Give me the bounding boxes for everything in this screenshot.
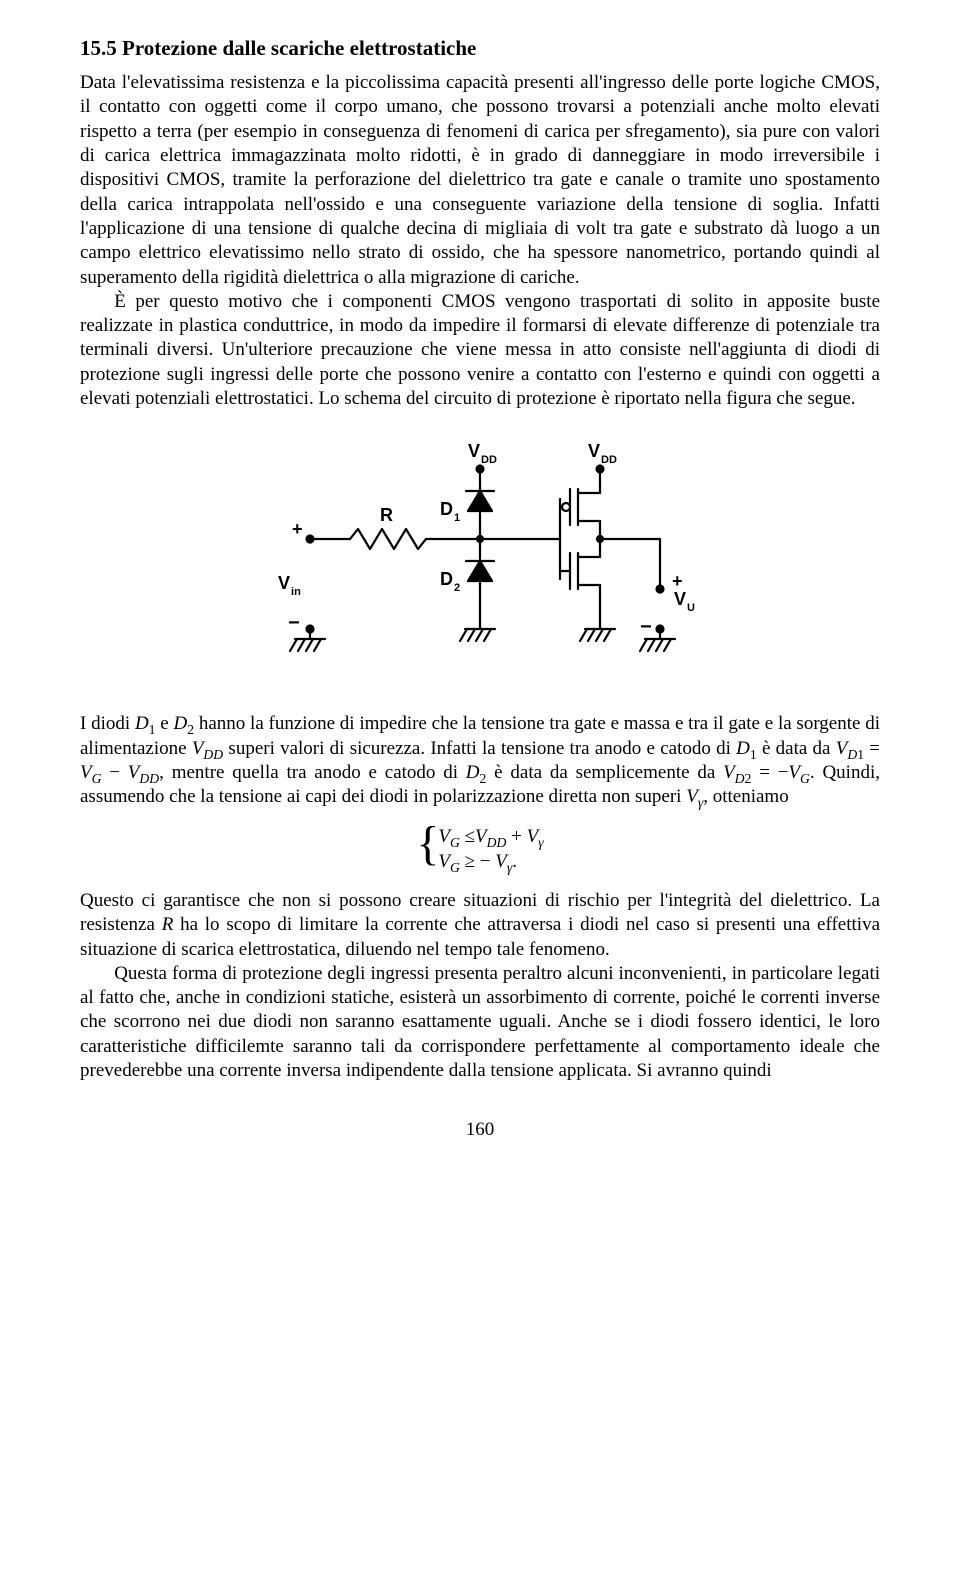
label-r: R <box>380 505 393 525</box>
label-vin: Vin <box>278 573 301 598</box>
label-vdd-left: VDD <box>468 441 497 466</box>
paragraph-3: I diodi D1 e D2 hanno la funzione di imp… <box>80 712 880 809</box>
paragraph-1: Data l'elevatissima resistenza e la picc… <box>80 71 880 290</box>
equation-line-2: VG ≥ − Vγ. <box>438 849 543 875</box>
label-vin-plus: + <box>292 519 303 539</box>
paragraph-5: Questa forma di protezione degli ingress… <box>80 962 880 1084</box>
label-d2: D2 <box>440 569 460 594</box>
label-vdd-right: VDD <box>588 441 617 466</box>
paragraph-4: Questo ci garantisce che non si possono … <box>80 889 880 962</box>
page-number: 160 <box>80 1119 880 1141</box>
equation-system: { VG ≤VDD + Vγ VG ≥ − Vγ. <box>80 824 880 875</box>
label-d1: D1 <box>440 499 460 524</box>
equation-line-1: VG ≤VDD + Vγ <box>438 824 543 850</box>
label-vu-minus: − <box>640 616 652 638</box>
label-vin-minus: − <box>288 612 300 634</box>
protection-circuit-figure: VDD VDD R D1 D2 Vin + − VU + − <box>80 429 880 694</box>
label-vu-plus: + <box>672 571 683 591</box>
section-heading: 15.5 Protezione dalle scariche elettrost… <box>80 36 880 61</box>
paragraph-2: È per questo motivo che i componenti CMO… <box>80 290 880 412</box>
label-vu: VU <box>674 589 695 614</box>
